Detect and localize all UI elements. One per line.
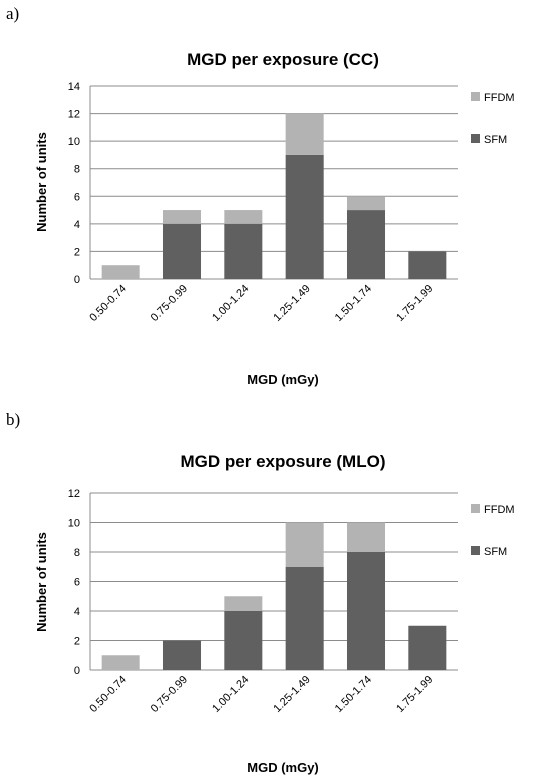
- bar-sfm-1.50-1.74: [346, 210, 386, 279]
- bar-ffdm-1.00-1.24: [224, 596, 263, 611]
- bar-ffdm-1.25-1.49: [285, 522, 324, 567]
- bar-sfm-0.75-0.99: [162, 640, 202, 670]
- legend-swatch-sfm: [471, 546, 480, 555]
- bar-sfm-1.00-1.24: [224, 611, 263, 670]
- x-tick-label: 1.25-1.49: [271, 283, 312, 324]
- y-tick-label: 4: [74, 606, 80, 618]
- y-tick-label: 2: [74, 636, 80, 648]
- y-tick-label: 10: [68, 518, 80, 530]
- y-tick-label: 8: [74, 547, 80, 559]
- x-axis-title: MGD (mGy): [247, 760, 319, 775]
- legend-label-sfm: SFM: [484, 134, 507, 146]
- y-tick-label: 6: [74, 577, 80, 589]
- x-tick-label: 1.50-1.74: [333, 674, 374, 715]
- legend-swatch-ffdm: [471, 504, 480, 513]
- x-tick-label: 1.50-1.74: [333, 283, 374, 324]
- y-tick-label: 2: [74, 246, 80, 258]
- y-tick-label: 4: [74, 219, 80, 231]
- legend-swatch-sfm: [471, 134, 480, 143]
- chart-title: MGD per exposure (MLO): [181, 452, 386, 471]
- y-tick-label: 0: [74, 274, 80, 286]
- y-tick-label: 0: [74, 665, 80, 677]
- bar-ffdm-1.00-1.24: [224, 210, 263, 224]
- panel-label-b: b): [6, 410, 21, 429]
- chart-mlo: MGD per exposure (MLO) Number of units M…: [34, 452, 515, 775]
- y-tick-label: 12: [68, 488, 80, 500]
- legend-swatch-ffdm: [471, 92, 480, 101]
- x-tick-label: 0.75-0.99: [149, 674, 190, 715]
- y-tick-label: 12: [68, 109, 80, 121]
- bar-ffdm-1.50-1.74: [346, 196, 386, 211]
- y-axis-title: Number of units: [34, 132, 49, 232]
- x-tick-label: 1.00-1.24: [210, 674, 251, 715]
- bar-sfm-1.25-1.49: [285, 566, 324, 670]
- chart-cc: MGD per exposure (CC) Number of units MG…: [34, 50, 515, 387]
- x-tick-label: 1.75-1.99: [394, 674, 435, 715]
- bar-ffdm-0.50-0.74: [101, 265, 140, 279]
- x-tick-label: 0.50-0.74: [87, 283, 128, 324]
- legend-label-sfm: SFM: [484, 546, 507, 558]
- bar-sfm-1.25-1.49: [285, 154, 324, 279]
- bar-sfm-1.75-1.99: [408, 625, 447, 670]
- bar-sfm-0.75-0.99: [162, 223, 202, 279]
- x-tick-label: 1.00-1.24: [210, 283, 251, 324]
- x-axis-title: MGD (mGy): [247, 372, 319, 387]
- x-tick-label: 1.75-1.99: [394, 283, 435, 324]
- legend-label-ffdm: FFDM: [484, 504, 515, 516]
- x-tick-label: 1.25-1.49: [271, 674, 312, 715]
- chart-title: MGD per exposure (CC): [187, 50, 379, 69]
- x-tick-label: 0.75-0.99: [149, 283, 190, 324]
- y-axis-title: Number of units: [34, 532, 49, 632]
- y-tick-label: 14: [68, 81, 80, 93]
- legend-label-ffdm: FFDM: [484, 92, 515, 104]
- bar-ffdm-0.75-0.99: [162, 210, 202, 224]
- y-tick-label: 6: [74, 191, 80, 203]
- y-tick-label: 8: [74, 164, 80, 176]
- bar-ffdm-0.50-0.74: [101, 655, 140, 670]
- y-tick-label: 10: [68, 136, 80, 148]
- bar-sfm-1.75-1.99: [408, 251, 447, 279]
- bar-ffdm-1.25-1.49: [285, 113, 324, 155]
- x-tick-label: 0.50-0.74: [87, 674, 128, 715]
- bar-sfm-1.50-1.74: [346, 552, 386, 670]
- bar-ffdm-1.50-1.74: [346, 522, 386, 552]
- panel-label-a: a): [6, 4, 20, 23]
- bar-sfm-1.00-1.24: [224, 223, 263, 279]
